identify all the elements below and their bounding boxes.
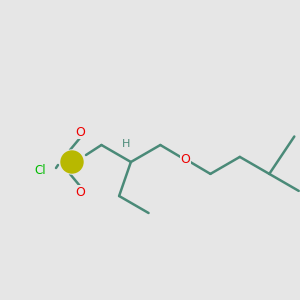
Text: O: O <box>75 185 85 199</box>
Text: O: O <box>180 153 190 166</box>
Text: H: H <box>122 139 130 149</box>
Text: Cl: Cl <box>34 164 46 176</box>
Circle shape <box>60 150 84 174</box>
Text: S: S <box>67 155 77 169</box>
Circle shape <box>61 151 83 173</box>
Text: O: O <box>75 125 85 139</box>
